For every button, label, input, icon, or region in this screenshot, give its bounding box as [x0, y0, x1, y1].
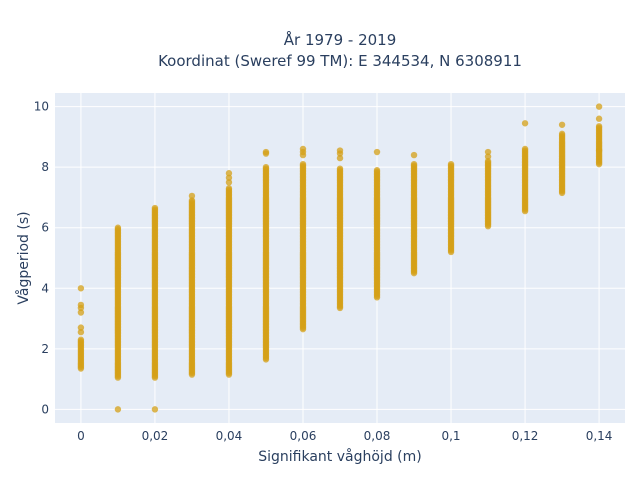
x-tick-label: 0,08	[364, 429, 391, 443]
data-point	[77, 328, 85, 336]
data-point	[114, 406, 122, 413]
data-point	[595, 123, 603, 130]
x-tick-label: 0,14	[586, 429, 613, 443]
data-point	[299, 160, 307, 168]
chart-title: År 1979 - 2019	[284, 30, 397, 49]
data-point	[595, 103, 603, 110]
data-point	[595, 115, 603, 122]
data-point	[336, 154, 344, 162]
data-point	[188, 192, 196, 200]
data-point	[373, 148, 381, 156]
data-point	[558, 121, 566, 128]
data-point	[410, 151, 418, 159]
x-tick-label: 0	[77, 429, 85, 443]
y-tick-label: 0	[41, 402, 49, 416]
y-tick-label: 6	[41, 221, 49, 235]
data-point	[484, 157, 492, 165]
x-tick-label: 0,04	[216, 429, 243, 443]
data-point	[373, 167, 381, 174]
data-point	[188, 197, 196, 204]
data-point	[595, 147, 603, 154]
data-point	[558, 130, 566, 138]
data-point	[484, 148, 492, 156]
data-point	[410, 160, 418, 168]
data-point	[225, 170, 233, 177]
y-axis-label: Vågperiod (s)	[15, 211, 32, 304]
y-axis-ticks: 0 2 4 6 8 10	[34, 100, 49, 417]
x-tick-label: 0,06	[290, 429, 317, 443]
data-point	[77, 285, 85, 292]
data-point	[77, 309, 85, 316]
data-point	[336, 165, 344, 172]
data-point	[521, 120, 529, 127]
x-axis-ticks: 0 0,02 0,04 0,06 0,08 0,1 0,12 0,14	[77, 429, 612, 443]
data-point	[151, 204, 159, 212]
x-tick-label: 0,02	[142, 429, 169, 443]
data-point	[521, 145, 529, 153]
data-point	[225, 185, 233, 192]
y-tick-label: 2	[41, 342, 49, 356]
data-points	[77, 103, 603, 413]
y-tick-label: 8	[41, 160, 49, 174]
data-point	[151, 406, 159, 413]
data-point	[77, 336, 85, 343]
x-axis-label: Signifikant våghöjd (m)	[258, 448, 421, 465]
data-point	[77, 301, 85, 309]
y-tick-label: 4	[41, 281, 49, 295]
data-point	[114, 224, 122, 231]
chart-subtitle: Koordinat (Sweref 99 TM): E 344534, N 63…	[158, 52, 522, 70]
y-tick-label: 10	[34, 100, 49, 114]
data-point	[299, 145, 307, 153]
data-point	[225, 174, 233, 181]
data-point	[77, 324, 85, 331]
x-tick-label: 0,1	[441, 429, 460, 443]
x-tick-label: 0,12	[512, 429, 539, 443]
data-point	[225, 179, 233, 186]
data-point	[336, 147, 344, 154]
data-point	[262, 163, 270, 171]
data-point	[447, 160, 455, 168]
data-point	[484, 153, 492, 160]
data-point	[262, 148, 270, 156]
